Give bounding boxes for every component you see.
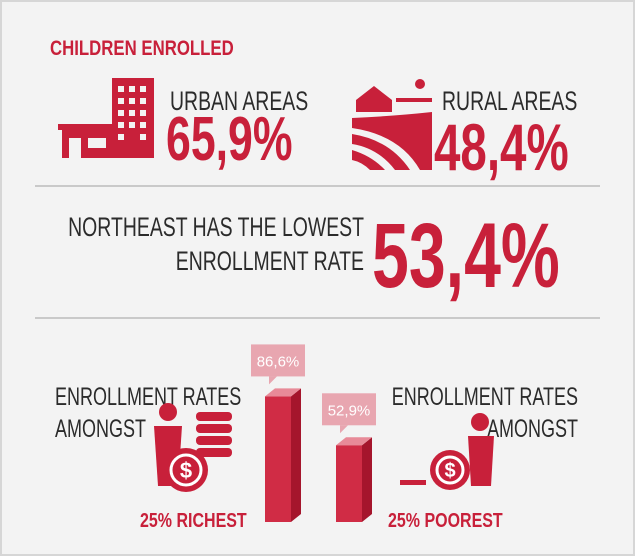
region-value: 53,4% — [372, 203, 560, 306]
title: CHILDREN ENROLLED — [50, 37, 234, 60]
right-text: ENROLLMENT RATES — [392, 382, 578, 411]
label-pointer — [269, 376, 277, 385]
rich-group: 25% RICHEST — [140, 509, 247, 531]
bar-top — [265, 388, 301, 397]
urban-value: 65,9% — [166, 105, 293, 174]
urban-label: URBAN AREAS — [170, 86, 308, 116]
label-box — [322, 393, 376, 426]
right-text: AMONGST — [487, 414, 578, 443]
label-pointer — [340, 425, 348, 434]
bar-label: 86,6% — [257, 353, 300, 370]
urban-icon — [58, 78, 154, 158]
poor-icon — [400, 413, 494, 490]
left-text: ENROLLMENT RATES — [55, 382, 241, 411]
poor-group: 25% POOREST — [388, 509, 503, 531]
region-text: ENROLLMENT RATE — [176, 246, 364, 276]
bar-label: 52,9% — [328, 402, 371, 419]
rural-value: 48,4% — [434, 111, 569, 184]
left-text: AMONGST — [55, 414, 146, 443]
region-text: NORTHEAST HAS THE LOWEST — [68, 212, 364, 242]
label-box — [251, 344, 305, 377]
rural-icon — [352, 79, 432, 170]
rich-icon — [154, 403, 232, 492]
bar — [265, 396, 291, 522]
bar — [336, 445, 362, 522]
dollar-sign: $ — [444, 460, 455, 482]
bar-side — [362, 437, 372, 522]
bar-top — [336, 437, 372, 446]
bar-side — [291, 388, 301, 522]
rural-label: RURAL AREAS — [442, 86, 577, 116]
dollar-sign: $ — [180, 458, 192, 483]
bars: 86,6% 52,9% — [251, 344, 376, 522]
